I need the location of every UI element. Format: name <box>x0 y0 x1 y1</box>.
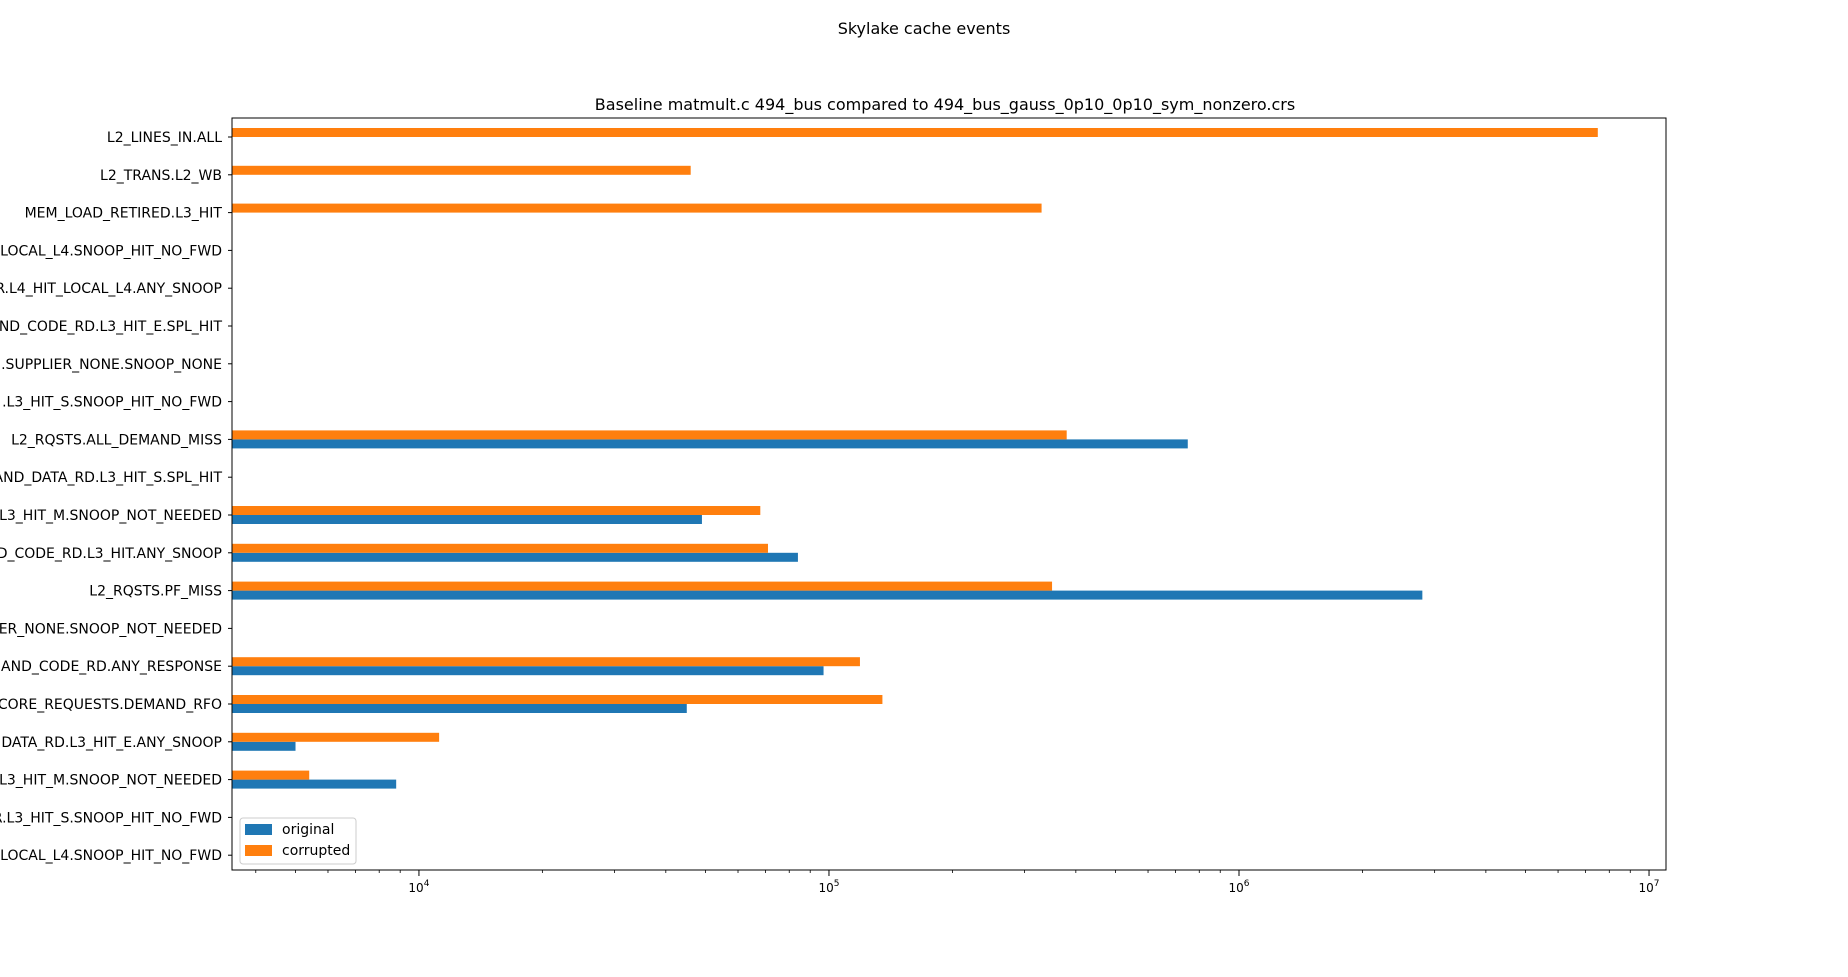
x-axis: 104 105 106 107 <box>255 870 1660 895</box>
y-tick-label: .L3_HIT_S.SNOOP_HIT_NO_FWD <box>2 395 222 411</box>
bar-corrupted <box>232 165 691 175</box>
bar-corrupted <box>232 430 1067 440</box>
y-tick-label: R.L4_HIT_LOCAL_L4.ANY_SNOOP <box>0 281 222 297</box>
y-tick-label: MAND_CODE_RD.ANY_RESPONSE <box>0 659 222 675</box>
x-tick-base: 10 <box>408 881 423 895</box>
x-tick-exponent: 5 <box>834 879 840 889</box>
x-tick-label: 106 <box>1228 879 1249 895</box>
legend: original corrupted <box>239 817 357 865</box>
figure-suptitle: Skylake cache events <box>838 19 1011 38</box>
bar-original <box>232 666 824 676</box>
bars-layer <box>232 128 1598 789</box>
y-tick-label: CORE_REQUESTS.DEMAND_RFO <box>0 697 222 713</box>
legend-swatch-original <box>245 824 272 835</box>
y-tick-label: D_CODE_RD.L3_HIT.ANY_SNOOP <box>0 546 222 562</box>
x-tick-label: 107 <box>1639 879 1660 895</box>
x-tick-base: 10 <box>818 881 833 895</box>
y-tick-label: MEM_LOAD_RETIRED.L3_HIT <box>25 206 223 222</box>
bar-original <box>232 552 798 562</box>
bar-original <box>232 515 702 524</box>
bar-corrupted <box>232 657 860 667</box>
y-tick-label: LOCAL_L4.SNOOP_HIT_NO_FWD <box>0 848 222 864</box>
x-tick-exponent: 6 <box>1244 879 1250 889</box>
bar-original <box>232 704 687 713</box>
plot-frame <box>231 117 1667 871</box>
bar-original <box>232 439 1188 449</box>
y-tick-label: R.L3_HIT_S.SNOOP_HIT_NO_FWD <box>0 810 222 826</box>
chart-title: Baseline matmult.c 494_bus compared to 4… <box>595 95 1295 115</box>
y-tick-label: L3_HIT_M.SNOOP_NOT_NEEDED <box>0 773 222 789</box>
bar-corrupted <box>232 203 1042 213</box>
legend-swatch-corrupted <box>245 845 272 856</box>
y-axis: L2_LINES_IN.ALL L2_TRANS.L2_WB MEM_LOAD_RE… <box>0 130 232 864</box>
x-tick-exponent: 4 <box>424 879 430 889</box>
y-tick-label: LOCAL_L4.SNOOP_HIT_NO_FWD <box>0 243 222 259</box>
bar-corrupted <box>232 506 761 515</box>
bar-corrupted <box>232 581 1053 591</box>
y-tick-label: L2_RQSTS.ALL_DEMAND_MISS <box>11 432 222 448</box>
bar-original <box>232 741 296 751</box>
y-tick-label: .SUPPLIER_NONE.SNOOP_NONE <box>1 357 222 373</box>
y-tick-label: L2_TRANS.L2_WB <box>100 168 222 184</box>
x-tick-label: 104 <box>408 879 429 895</box>
bar-corrupted <box>232 128 1598 137</box>
y-tick-label: DATA_RD.L3_HIT_E.ANY_SNOOP <box>1 735 222 751</box>
bar-corrupted <box>232 770 310 780</box>
bar-corrupted <box>232 543 768 553</box>
y-tick-label: L2_RQSTS.PF_MISS <box>89 584 222 600</box>
y-tick-label: ER_NONE.SNOOP_NOT_NEEDED <box>0 621 222 637</box>
y-tick-label: L2_LINES_IN.ALL <box>107 130 222 146</box>
x-tick-base: 10 <box>1228 881 1243 895</box>
x-tick-base: 10 <box>1639 881 1654 895</box>
bar-original <box>232 590 1423 600</box>
bar-original <box>232 779 397 789</box>
legend-label-original: original <box>282 822 334 838</box>
x-tick-exponent: 7 <box>1654 879 1660 889</box>
y-tick-label: ND_CODE_RD.L3_HIT_E.SPL_HIT <box>0 319 222 335</box>
bar-corrupted <box>232 695 883 704</box>
y-tick-label: AND_DATA_RD.L3_HIT_S.SPL_HIT <box>0 470 222 486</box>
bar-corrupted <box>232 732 440 742</box>
y-tick-label: L3_HIT_M.SNOOP_NOT_NEEDED <box>0 508 222 524</box>
x-tick-label: 105 <box>818 879 839 895</box>
legend-label-corrupted: corrupted <box>282 843 350 859</box>
